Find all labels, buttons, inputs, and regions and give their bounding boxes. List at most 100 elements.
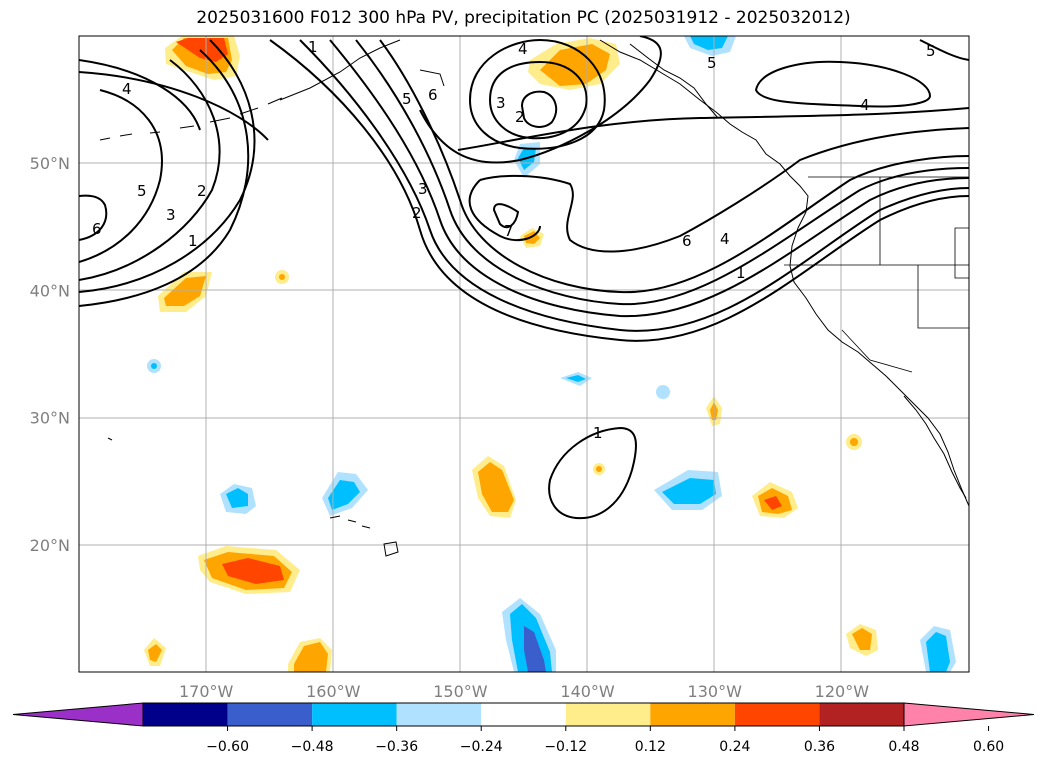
precip-area bbox=[596, 466, 602, 472]
pv-contour-label: 4 bbox=[860, 96, 870, 114]
precip-area bbox=[151, 363, 157, 369]
precip-area bbox=[279, 274, 285, 280]
precip-area bbox=[164, 276, 206, 306]
pv-contour bbox=[457, 107, 969, 151]
longitude-label: 170°W bbox=[179, 682, 234, 701]
pv-contour bbox=[79, 194, 108, 241]
colorbar-tick-label: −0.48 bbox=[291, 739, 334, 755]
pv-contour bbox=[355, 39, 969, 306]
longitude-label: 150°W bbox=[433, 682, 488, 701]
pv-contour bbox=[79, 89, 163, 263]
colorbar-segment bbox=[396, 703, 482, 726]
gridlines bbox=[79, 36, 969, 672]
pv-contour bbox=[79, 59, 201, 131]
colorbar-segment bbox=[227, 703, 313, 726]
pv-contour-label: 5 bbox=[926, 42, 936, 60]
pv-contour bbox=[79, 71, 269, 141]
pv-contour-label: 7 bbox=[504, 222, 514, 240]
colorbar-tick-label: 0.12 bbox=[635, 739, 666, 755]
longitude-label: 130°W bbox=[688, 682, 743, 701]
latitude-labels: 50°N 40°N 30°N 20°N bbox=[30, 154, 70, 555]
map-area: 4 5 2 3 1 6 1 5 6 3 2 4 3 2 7 6 4 1 5 4 … bbox=[79, 36, 969, 672]
island bbox=[107, 437, 113, 441]
precip-area bbox=[222, 558, 284, 584]
colorbar-tick-label: −0.36 bbox=[375, 739, 418, 755]
pv-contour bbox=[419, 36, 662, 164]
pv-contour bbox=[754, 60, 932, 108]
colorbar: −0.60 −0.48 −0.36 −0.24 −0.12 0.12 0.24 0.36 0.4… bbox=[12, 702, 1035, 755]
pv-contour-label: 3 bbox=[418, 180, 428, 198]
pv-contour-label: 3 bbox=[496, 94, 506, 112]
pv-contour-label: 6 bbox=[682, 232, 692, 250]
pv-contour bbox=[520, 90, 558, 128]
longitude-label: 140°W bbox=[560, 682, 615, 701]
pv-contour bbox=[548, 426, 637, 520]
map-title: 2025031600 F012 300 hPa PV, precipitatio… bbox=[196, 8, 851, 28]
colorbar-outline bbox=[142, 702, 905, 727]
colorbar-tick-label: 0.48 bbox=[888, 739, 919, 755]
precip-area bbox=[328, 480, 360, 510]
pv-contour-label: 4 bbox=[720, 230, 730, 248]
pv-contour bbox=[379, 39, 969, 294]
colorbar-tick-label: −0.60 bbox=[206, 739, 249, 755]
colorbar-segment bbox=[312, 703, 397, 726]
precip-area bbox=[294, 642, 328, 672]
precip-area bbox=[148, 644, 162, 662]
alaska-coast bbox=[279, 39, 401, 101]
pv-contour-label: 6 bbox=[428, 86, 438, 104]
pv-contour-label: 4 bbox=[518, 40, 528, 58]
colorbar-extend-min bbox=[12, 702, 144, 727]
pv-contour bbox=[919, 39, 969, 61]
pv-contour bbox=[269, 39, 969, 342]
precip-area bbox=[662, 478, 716, 504]
precip-area bbox=[540, 44, 610, 86]
pv-contour bbox=[79, 49, 250, 307]
pv-contour-label: 5 bbox=[137, 182, 147, 200]
precip-area bbox=[850, 438, 858, 446]
colorbar-segment bbox=[734, 703, 820, 726]
alaska-coast bbox=[419, 43, 719, 119]
colorbar-tick-label: 0.24 bbox=[719, 739, 750, 755]
pv-contour-label: 3 bbox=[166, 206, 176, 224]
colorbar-tick-label: −0.12 bbox=[544, 739, 587, 755]
precip-area bbox=[852, 628, 872, 650]
pv-contour-label: 1 bbox=[593, 424, 603, 442]
colorbar-segment bbox=[565, 703, 651, 726]
precip-area bbox=[524, 626, 546, 672]
precip-area bbox=[656, 385, 670, 399]
pv-contour-labels: 4 5 2 3 1 6 1 5 6 3 2 4 3 2 7 6 4 1 5 4 … bbox=[92, 38, 936, 442]
colorbar-extend-max bbox=[903, 702, 1035, 727]
precip-area bbox=[226, 488, 248, 508]
latitude-label: 50°N bbox=[30, 154, 70, 173]
pv-contour-label: 4 bbox=[122, 80, 132, 98]
pv-contour-label: 5 bbox=[402, 90, 412, 108]
pv-contour bbox=[479, 127, 969, 253]
latitude-label: 20°N bbox=[30, 536, 70, 555]
pv-contours bbox=[79, 36, 969, 520]
colorbar-segment bbox=[819, 703, 904, 726]
colorbar-segment bbox=[481, 703, 566, 726]
pv-contour bbox=[79, 39, 256, 293]
pv-contour-label: 1 bbox=[308, 38, 318, 56]
precip-area bbox=[926, 632, 950, 672]
state-border bbox=[784, 176, 969, 329]
longitude-label: 160°W bbox=[306, 682, 361, 701]
hawaii-islands bbox=[329, 515, 399, 557]
precip-positive-areas bbox=[144, 36, 878, 672]
precip-area bbox=[690, 36, 728, 50]
pv-contour-label: 1 bbox=[188, 232, 198, 250]
colorbar-segment bbox=[650, 703, 735, 726]
colorbar-segment bbox=[143, 703, 228, 726]
precip-area bbox=[566, 375, 586, 382]
pv-contour bbox=[468, 179, 541, 242]
aleutian-islands bbox=[99, 97, 283, 141]
pv-contour-label: 2 bbox=[412, 204, 422, 222]
colorbar-tick-label: 0.60 bbox=[973, 739, 1004, 755]
baja-coast bbox=[903, 395, 967, 499]
map-frame bbox=[78, 35, 970, 673]
pv-contour-label: 2 bbox=[515, 108, 525, 126]
north-america-coast bbox=[599, 39, 969, 507]
pv-contour bbox=[492, 203, 520, 229]
colorbar-tick-label: 0.36 bbox=[804, 739, 835, 755]
